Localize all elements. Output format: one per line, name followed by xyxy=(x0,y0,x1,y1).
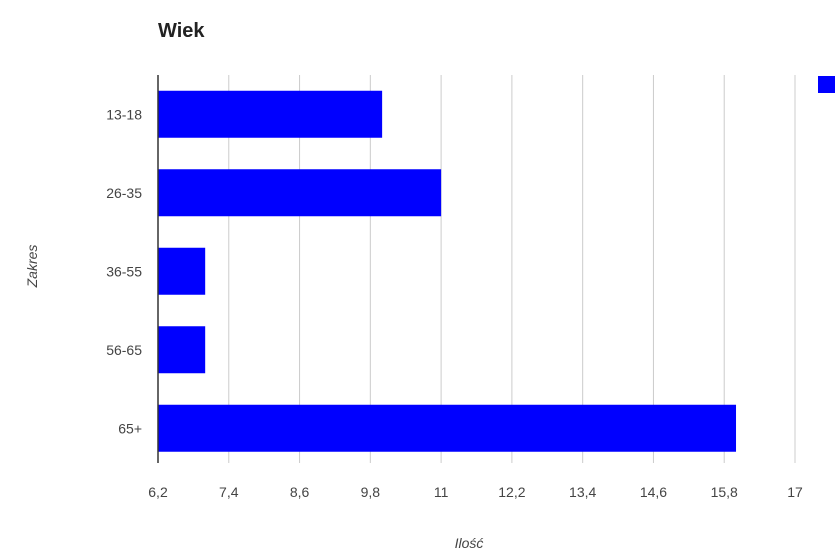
x-tick-label: 17 xyxy=(787,484,803,500)
bar[interactable] xyxy=(158,404,737,452)
grid-lines xyxy=(228,75,796,463)
bar[interactable] xyxy=(158,247,206,295)
x-tick-label: 11 xyxy=(434,484,449,500)
y-tick-labels: 13-18 26-35 36-55 56-65 65+ xyxy=(106,106,142,436)
x-tick-label: 12,2 xyxy=(498,484,525,500)
bar[interactable] xyxy=(158,90,383,138)
bars xyxy=(158,90,737,452)
bar[interactable] xyxy=(158,169,442,217)
chart-title: Wiek xyxy=(158,20,205,42)
x-tick-labels: 6,2 7,4 8,6 9,8 11 12,2 13,4 14,6 15,8 17 xyxy=(148,484,803,500)
x-tick-label: 8,6 xyxy=(290,484,310,500)
y-axis-title: Zakres xyxy=(24,245,40,289)
x-tick-label: 9,8 xyxy=(361,484,381,500)
x-tick-label: 14,6 xyxy=(640,484,667,500)
y-tick-label: 13-18 xyxy=(106,106,142,122)
x-tick-label: 7,4 xyxy=(219,484,239,500)
legend-swatch[interactable] xyxy=(818,76,835,93)
y-tick-label: 56-65 xyxy=(106,342,142,358)
x-tick-label: 13,4 xyxy=(569,484,596,500)
y-tick-label: 65+ xyxy=(118,420,142,436)
y-tick-label: 36-55 xyxy=(106,263,142,279)
y-tick-label: 26-35 xyxy=(106,185,142,201)
x-tick-label: 15,8 xyxy=(711,484,738,500)
x-axis-title: Ilość xyxy=(455,535,484,551)
bar[interactable] xyxy=(158,326,206,374)
x-tick-label: 6,2 xyxy=(148,484,168,500)
